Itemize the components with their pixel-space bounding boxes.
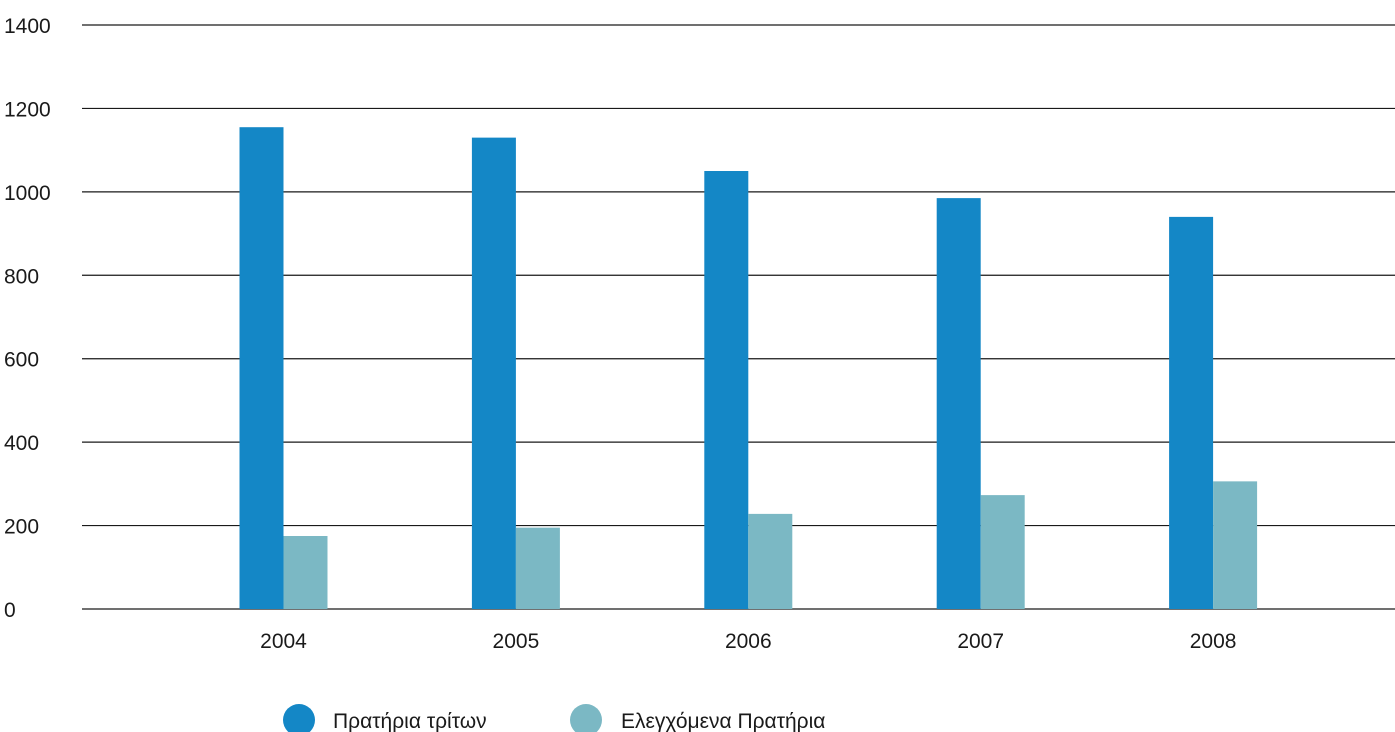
bars (239, 127, 1258, 609)
x-tick-label: 2006 (725, 630, 772, 653)
legend-label: Ελεγχόμενα Πρατήρια (621, 710, 825, 732)
y-tick-label: 800 (4, 265, 39, 288)
legend-label: Πρατήρια τρίτων (333, 710, 487, 732)
y-axis-tick-labels: 0 200 400 600 800 1000 1200 1400 (4, 15, 51, 622)
bar-controlled-2005 (515, 527, 560, 609)
y-tick-label: 600 (4, 349, 39, 372)
y-tick-label: 200 (4, 516, 39, 539)
bar-third-party-2008 (1169, 216, 1214, 609)
x-tick-label: 2004 (260, 630, 307, 653)
bar-third-party-2006 (704, 171, 749, 609)
x-axis-tick-labels: 2004 2005 2006 2007 2008 (260, 630, 1236, 653)
bar-controlled-2004 (283, 536, 328, 609)
x-tick-label: 2005 (493, 630, 540, 653)
bar-third-party-2007 (936, 198, 981, 609)
legend-swatch (283, 704, 315, 732)
y-tick-label: 1400 (4, 15, 51, 38)
legend: Πρατήρια τρίτων Ελεγχόμενα Πρατήρια (283, 704, 825, 732)
bar-third-party-2005 (471, 137, 516, 609)
bar-controlled-2006 (748, 513, 793, 609)
y-tick-label: 0 (4, 599, 16, 622)
bar-controlled-2008 (1213, 481, 1258, 609)
bar-controlled-2007 (980, 495, 1025, 609)
x-tick-label: 2007 (957, 630, 1004, 653)
bar-third-party-2004 (239, 127, 284, 609)
y-tick-label: 1200 (4, 98, 51, 121)
y-tick-label: 1000 (4, 182, 51, 205)
legend-swatch (570, 704, 602, 732)
y-tick-label: 400 (4, 432, 39, 455)
x-tick-label: 2008 (1190, 630, 1237, 653)
